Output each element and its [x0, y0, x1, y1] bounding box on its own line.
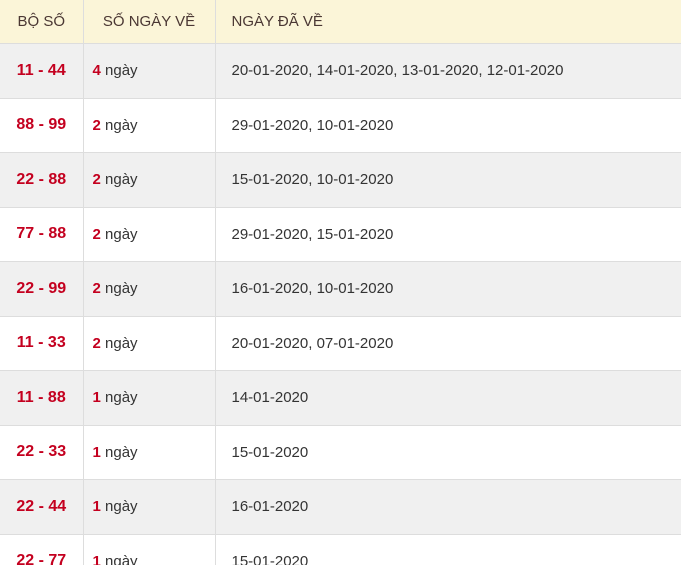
- day-unit: ngày: [100, 552, 138, 565]
- table-row: 88 - 99 2 ngày 29-01-2020, 10-01-2020: [0, 98, 681, 153]
- days-cell: 1 ngày: [83, 370, 216, 426]
- stats-table-body: 11 - 44 4 ngày 20-01-2020, 14-01-2020, 13-…: [0, 43, 681, 565]
- day-count: 2: [92, 116, 101, 134]
- dates-cell: 29-01-2020, 15-01-2020: [215, 207, 681, 262]
- dates-cell: 15-01-2020: [215, 425, 681, 480]
- pair-cell: 11 - 44: [0, 43, 84, 99]
- day-unit: ngày: [100, 280, 138, 298]
- day-unit: ngày: [100, 334, 138, 352]
- days-cell: 1 ngày: [83, 534, 216, 565]
- table-row: 22 - 88 2 ngày 15-01-2020, 10-01-2020: [0, 152, 681, 208]
- day-count: 1: [92, 389, 101, 407]
- table-row: 22 - 77 1 ngày 15-01-2020: [0, 534, 681, 565]
- dates-cell: 14-01-2020: [215, 370, 681, 426]
- day-unit: ngày: [100, 62, 138, 80]
- day-count: 4: [92, 62, 101, 80]
- table-row: 11 - 44 4 ngày 20-01-2020, 14-01-2020, 13-…: [0, 43, 681, 99]
- days-cell: 2 ngày: [83, 98, 216, 153]
- table-row: 11 - 88 1 ngày 14-01-2020: [0, 370, 681, 426]
- day-count: 1: [92, 498, 101, 516]
- table-row: 22 - 44 1 ngày 16-01-2020: [0, 479, 681, 535]
- pair-cell: 22 - 77: [0, 534, 84, 565]
- pair-cell: 22 - 88: [0, 152, 84, 208]
- header-row: BỘ SỐ SỐ NGÀY VỀ NGÀY ĐÃ VỀ: [0, 0, 681, 44]
- col-header-pair: BỘ SỐ: [0, 0, 84, 44]
- days-cell: 2 ngày: [83, 152, 216, 208]
- dates-cell: 20-01-2020, 14-01-2020, 13-01-2020, 12-0…: [215, 43, 681, 99]
- day-unit: ngày: [100, 116, 138, 134]
- dates-cell: 16-01-2020, 10-01-2020: [215, 261, 681, 317]
- days-cell: 2 ngày: [83, 316, 216, 371]
- dates-cell: 16-01-2020: [215, 479, 681, 535]
- day-count: 2: [92, 225, 101, 243]
- pair-cell: 88 - 99: [0, 98, 84, 153]
- pair-cell: 11 - 88: [0, 370, 84, 426]
- pair-cell: 77 - 88: [0, 207, 84, 262]
- day-count: 1: [92, 443, 101, 461]
- dates-cell: 15-01-2020: [215, 534, 681, 565]
- days-cell: 1 ngày: [83, 479, 216, 535]
- table-row: 22 - 33 1 ngày 15-01-2020: [0, 425, 681, 480]
- day-count: 2: [92, 171, 101, 189]
- day-count: 1: [92, 552, 101, 565]
- dates-cell: 15-01-2020, 10-01-2020: [215, 152, 681, 208]
- day-count: 2: [92, 334, 101, 352]
- days-cell: 1 ngày: [83, 425, 216, 480]
- day-unit: ngày: [100, 443, 138, 461]
- col-header-dates: NGÀY ĐÃ VỀ: [215, 0, 681, 44]
- day-count: 2: [92, 280, 101, 298]
- table-row: 22 - 99 2 ngày 16-01-2020, 10-01-2020: [0, 261, 681, 317]
- col-header-days: SỐ NGÀY VỀ: [83, 0, 216, 44]
- day-unit: ngày: [100, 171, 138, 189]
- day-unit: ngày: [100, 389, 138, 407]
- days-cell: 2 ngày: [83, 261, 216, 317]
- pair-cell: 22 - 99: [0, 261, 84, 317]
- days-cell: 2 ngày: [83, 207, 216, 262]
- days-cell: 4 ngày: [83, 43, 216, 99]
- dates-cell: 29-01-2020, 10-01-2020: [215, 98, 681, 153]
- table-row: 77 - 88 2 ngày 29-01-2020, 15-01-2020: [0, 207, 681, 262]
- dates-cell: 20-01-2020, 07-01-2020: [215, 316, 681, 371]
- pair-cell: 11 - 33: [0, 316, 84, 371]
- pair-cell: 22 - 44: [0, 479, 84, 535]
- pair-cell: 22 - 33: [0, 425, 84, 480]
- day-unit: ngày: [100, 225, 138, 243]
- table-row: 11 - 33 2 ngày 20-01-2020, 07-01-2020: [0, 316, 681, 371]
- day-unit: ngày: [100, 498, 138, 516]
